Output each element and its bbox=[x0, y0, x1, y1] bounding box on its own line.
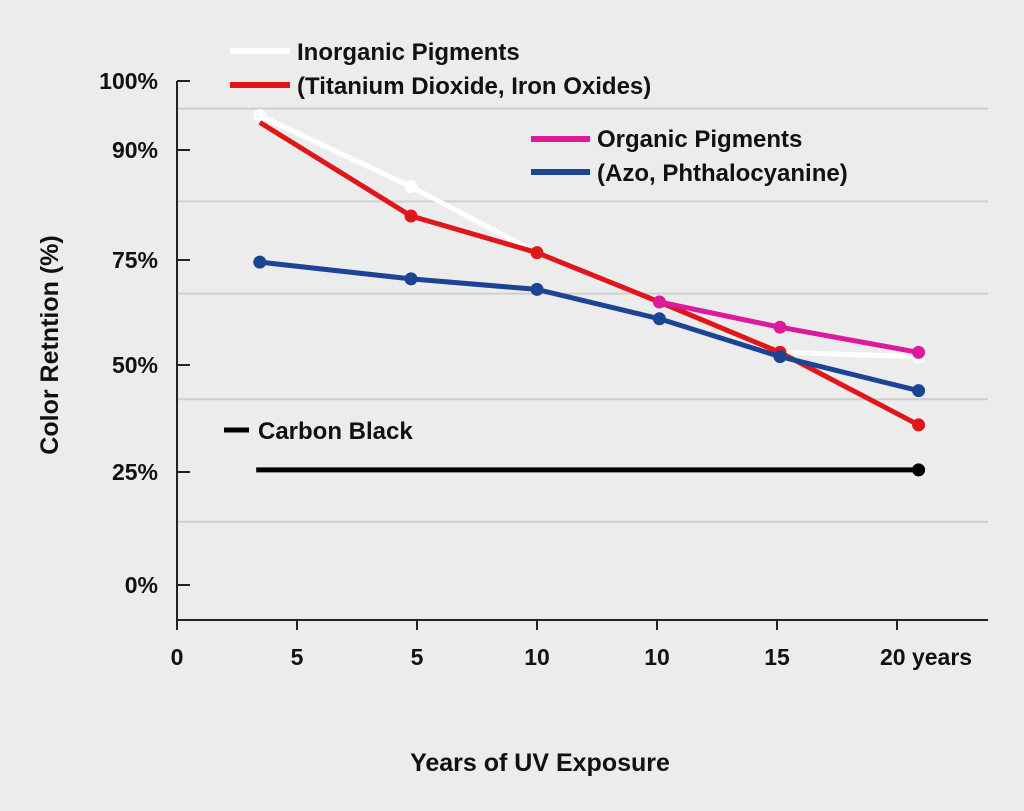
data-point bbox=[652, 295, 666, 309]
data-point bbox=[404, 209, 418, 223]
series-group bbox=[253, 109, 926, 477]
x-tick-label: 5 bbox=[291, 644, 304, 670]
x-tick-label: 0 bbox=[171, 644, 184, 670]
data-point bbox=[404, 180, 418, 194]
y-ticks: 100% 90% 75% 50% 25% 0% bbox=[99, 68, 190, 598]
y-tick-label: 100% bbox=[99, 68, 158, 94]
x-tick-label: 5 bbox=[411, 644, 424, 670]
y-tick-label: 75% bbox=[112, 247, 158, 273]
gridlines bbox=[177, 107, 988, 523]
data-point bbox=[912, 463, 926, 477]
y-tick-label: 0% bbox=[125, 572, 158, 598]
data-point bbox=[912, 384, 926, 398]
legend-label-carbon: Carbon Black bbox=[258, 418, 413, 445]
legend-label-inorganic: Inorganic Pigments bbox=[297, 39, 520, 66]
data-point bbox=[253, 109, 267, 122]
data-point bbox=[773, 320, 787, 334]
series-line bbox=[658, 299, 920, 355]
series-0 bbox=[253, 109, 926, 364]
data-point bbox=[530, 246, 544, 260]
series-4 bbox=[256, 463, 926, 477]
data-point bbox=[404, 272, 418, 286]
legend-carbon: Carbon Black bbox=[224, 418, 413, 445]
data-point bbox=[253, 255, 267, 269]
legend-organic: Organic Pigments (Azo, Phthalocyanine) bbox=[531, 126, 848, 187]
series-3 bbox=[253, 255, 926, 398]
data-point bbox=[912, 418, 926, 432]
y-tick-label: 50% bbox=[112, 352, 158, 378]
x-tick-label: 10 bbox=[644, 644, 670, 670]
series-2 bbox=[652, 295, 926, 359]
data-point bbox=[912, 345, 926, 359]
x-tick-label: 10 bbox=[524, 644, 550, 670]
x-tick-label: 20 years bbox=[880, 644, 972, 670]
legend-label-titanium: (Titanium Dioxide, Iron Oxides) bbox=[297, 73, 651, 100]
legend-label-azo: (Azo, Phthalocyanine) bbox=[597, 160, 848, 187]
x-ticks: 0 5 5 10 10 15 20 years bbox=[171, 620, 972, 670]
y-axis-label: Color Retntion (%) bbox=[36, 235, 64, 454]
legend-inorganic: Inorganic Pigments (Titanium Dioxide, Ir… bbox=[230, 39, 651, 100]
x-axis-label: Years of UV Exposure bbox=[410, 749, 670, 777]
data-point bbox=[652, 312, 666, 326]
data-point bbox=[530, 282, 544, 296]
series-line bbox=[258, 113, 919, 360]
data-point bbox=[773, 350, 787, 364]
y-tick-label: 90% bbox=[112, 137, 158, 163]
legend-label-organic: Organic Pigments bbox=[597, 126, 802, 153]
series-line bbox=[259, 259, 920, 394]
x-tick-label: 15 bbox=[764, 644, 790, 670]
y-tick-label: 25% bbox=[112, 459, 158, 485]
